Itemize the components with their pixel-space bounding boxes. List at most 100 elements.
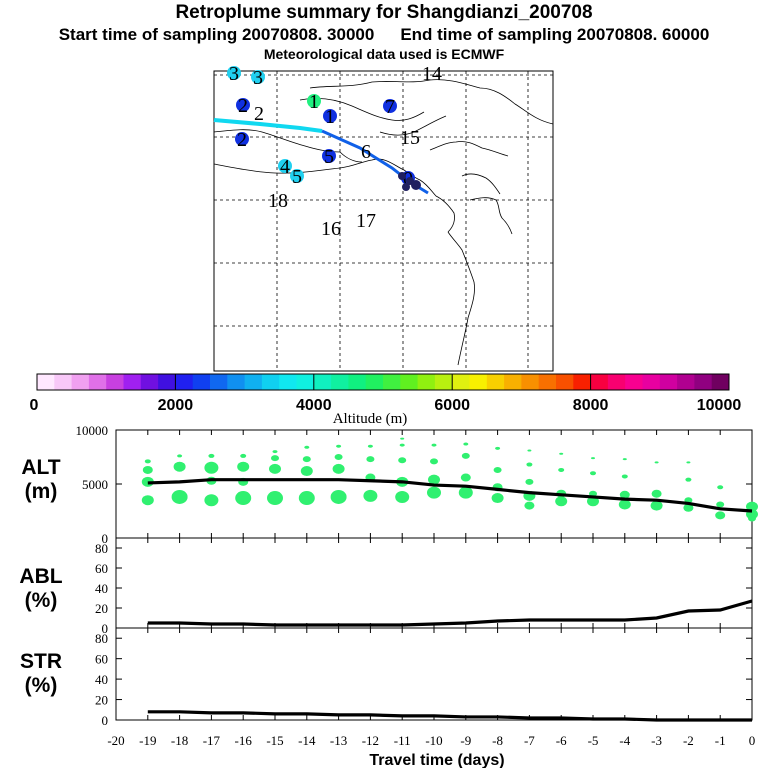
x-tick-label: -15 <box>266 733 283 748</box>
altitude-blob <box>622 458 627 461</box>
cluster-label: 3 <box>229 63 239 85</box>
colorbar-swatch <box>37 374 55 390</box>
altitude-blob <box>240 453 247 458</box>
cluster-marker <box>236 98 250 112</box>
colorbar-swatch <box>452 374 470 390</box>
alt-label-line1: ALT <box>21 456 61 479</box>
altitude-blob <box>717 485 724 490</box>
x-tick-label: -3 <box>651 733 662 748</box>
cluster-label: 7 <box>385 96 395 118</box>
altitude-blob <box>272 450 278 454</box>
panel-alt: 10000 5000 0 <box>76 423 758 546</box>
cluster-label: 15 <box>400 127 420 149</box>
y-tick-label: 60 <box>95 561 108 576</box>
x-tick-label: -9 <box>460 733 471 748</box>
colorbar-tick-label: 10000 <box>697 397 742 414</box>
cluster-marker <box>323 109 337 123</box>
altitude-blob <box>746 501 758 512</box>
colorbar-swatch <box>348 374 367 390</box>
altitude-blob <box>366 456 375 463</box>
map-cluster-labels: 33142217115265450181716 <box>227 63 442 240</box>
panel-frame <box>115 537 753 629</box>
str-panel-label: STR (%) <box>11 650 71 698</box>
altitude-blob <box>716 501 725 508</box>
altitude-blob <box>428 474 440 485</box>
altitude-blob <box>654 461 659 464</box>
altitude-blob <box>525 478 534 485</box>
map-panel: 33142217115265450181716 <box>213 63 554 372</box>
altitude-blob <box>527 449 532 452</box>
colorbar-swatch <box>54 374 73 390</box>
altitude-colorbar: 0 2000 4000 6000 8000 10000 Altitude (m) <box>30 373 742 427</box>
altitude-blob <box>587 496 599 507</box>
y-tick-label: 60 <box>95 652 108 667</box>
altitude-blob <box>555 496 568 507</box>
colorbar-swatch <box>158 374 176 390</box>
y-tick-label: 0 <box>102 621 109 636</box>
altitude-blob <box>304 445 310 449</box>
colorbar-tick-label: 0 <box>30 397 39 414</box>
altitude-blob <box>330 489 347 504</box>
colorbar-swatch <box>175 374 194 390</box>
cluster-label: 1 <box>325 106 335 128</box>
altitude-blob <box>558 467 565 472</box>
colorbar-swatch <box>383 374 401 390</box>
cluster-marker <box>307 94 321 108</box>
colorbar-swatch <box>279 374 297 390</box>
altitude-blob <box>618 499 631 510</box>
panel-abl: 80 60 40 20 0 <box>95 537 753 636</box>
colorbar-swatch <box>556 374 574 390</box>
y-tick-label: 5000 <box>82 477 108 492</box>
altitude-blob <box>363 489 378 502</box>
cluster-label: 1 <box>309 91 319 113</box>
str-label-line1: STR <box>20 650 62 673</box>
altitude-blob <box>141 495 154 506</box>
colorbar-swatch <box>313 374 332 390</box>
colorbar-frame <box>36 373 730 391</box>
altitude-blob <box>686 461 691 464</box>
colorbar-swatch <box>521 374 540 390</box>
x-tick-label: -11 <box>394 733 411 748</box>
altitude-blob <box>427 486 441 499</box>
panel-frame <box>115 627 753 721</box>
altitude-blob <box>715 511 726 520</box>
colorbar-swatch <box>538 374 557 390</box>
altitude-blob <box>177 454 183 458</box>
colorbar-swatch <box>711 374 730 390</box>
colorbar-swatch <box>677 374 695 390</box>
alt-label-line2: (m) <box>24 480 58 503</box>
colorbar-swatch <box>71 374 90 390</box>
altitude-blob <box>173 461 186 472</box>
cluster-marker <box>251 70 265 84</box>
x-tick-label: -2 <box>683 733 694 748</box>
altitude-blob <box>685 477 692 482</box>
x-tick-label: 0 <box>749 733 756 748</box>
colorbar-swatch <box>365 374 384 390</box>
y-tick-label: 20 <box>95 601 108 616</box>
map-frame <box>213 70 554 372</box>
colorbar-swatch <box>504 374 522 390</box>
altitude-blob <box>463 442 469 446</box>
altitude-blob <box>458 486 473 499</box>
cluster-marker <box>322 149 336 163</box>
colorbar-swatch <box>573 374 592 390</box>
altitude-blob <box>398 457 407 464</box>
str-label-line2: (%) <box>24 674 58 697</box>
colorbar-swatch <box>469 374 488 390</box>
altitude-blob <box>619 490 630 499</box>
colorbar-swatch <box>88 374 107 390</box>
cluster-marker <box>290 169 304 183</box>
x-tick-label: -1 <box>715 733 726 748</box>
altitude-blob <box>302 456 311 463</box>
altitude-blob <box>171 489 188 504</box>
abl-panel-label: ABL (%) <box>11 565 71 613</box>
altitude-blob <box>461 452 470 459</box>
x-tick-label: -20 <box>107 733 124 748</box>
altitude-blob <box>591 457 595 460</box>
altitude-blob <box>332 463 345 474</box>
cluster-label: 5 <box>292 166 302 188</box>
x-tick-label: -18 <box>171 733 188 748</box>
cluster-label: 17 <box>356 210 376 232</box>
altitude-blob <box>400 437 405 440</box>
altitude-blob <box>651 489 662 498</box>
